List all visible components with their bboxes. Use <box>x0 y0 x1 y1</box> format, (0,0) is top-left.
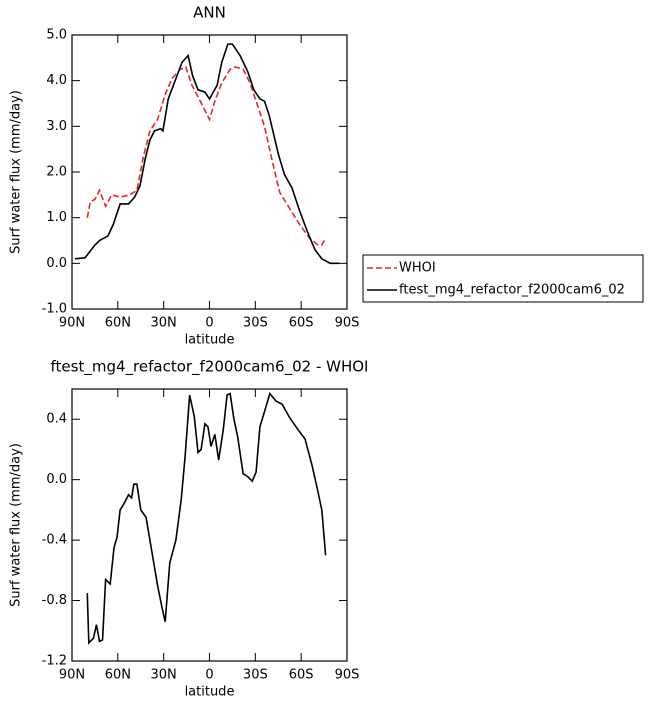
x-tick-label: 60S <box>289 668 314 683</box>
chart-title: ANN <box>193 4 226 22</box>
y-tick-label: 0.4 <box>46 412 67 427</box>
y-tick-label: 4.0 <box>46 73 67 88</box>
x-tick-label: 0 <box>205 668 213 683</box>
x-tick-label: 90N <box>59 668 85 683</box>
y-tick-label: 0.0 <box>46 256 67 271</box>
x-tick-label: 90S <box>335 316 360 331</box>
y-tick-label: -0.8 <box>42 593 67 608</box>
x-tick-label: 30N <box>151 316 177 331</box>
legend-box <box>362 254 644 303</box>
data-line <box>74 43 340 265</box>
data-line <box>86 391 327 645</box>
x-tick-label: 60N <box>105 316 131 331</box>
y-tick-label: 1.0 <box>46 210 67 225</box>
y-tick-label: -1.0 <box>42 302 67 317</box>
x-axis-label: latitude <box>185 685 235 700</box>
x-tick-label: 60N <box>105 668 131 683</box>
legend-label: ftest_mg4_refactor_f2000cam6_02 <box>399 283 625 298</box>
y-tick-label: -1.2 <box>42 654 67 669</box>
x-axis-label: latitude <box>185 333 235 348</box>
x-tick-label: 0 <box>205 316 213 331</box>
x-tick-label: 30S <box>243 668 268 683</box>
y-tick-label: 3.0 <box>46 119 67 134</box>
x-tick-label: 90N <box>59 316 85 331</box>
x-tick-label: 30S <box>243 316 268 331</box>
y-tick-label: -0.4 <box>42 533 67 548</box>
chart-title: ftest_mg4_refactor_f2000cam6_02 - WHOI <box>51 358 369 377</box>
x-tick-label: 90S <box>335 668 360 683</box>
plot-frame <box>71 34 348 310</box>
y-axis-label: Surf water flux (mm/day) <box>9 443 24 607</box>
x-tick-label: 60S <box>289 316 314 331</box>
y-tick-label: 5.0 <box>46 28 67 43</box>
y-tick-label: 2.0 <box>46 165 67 180</box>
data-line <box>86 65 327 246</box>
y-axis-label: Surf water flux (mm/day) <box>9 90 24 254</box>
legend-label: WHOI <box>399 261 436 276</box>
y-tick-label: 0.0 <box>46 472 67 487</box>
plot-frame <box>71 388 348 662</box>
x-tick-label: 30N <box>151 668 177 683</box>
